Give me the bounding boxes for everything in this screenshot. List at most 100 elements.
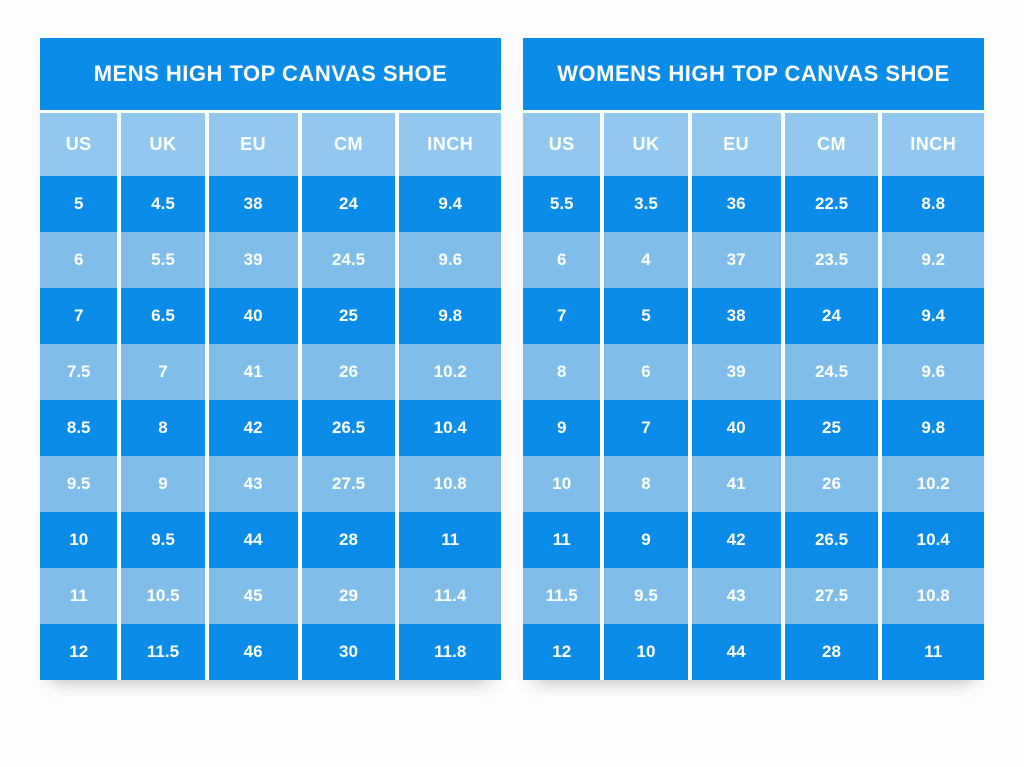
size-cell: 38 [691,288,781,344]
size-cell: 27.5 [301,456,396,512]
mens-table-grid: US UK EU CM INCH 5 4.5 38 24 9.4 6 5.5 39 24.5 9.6 7 6.5… [40,113,501,680]
column-header-eu: EU [208,113,298,176]
size-cell: 26.5 [301,400,396,456]
size-cell: 9.2 [882,232,984,288]
mens-table-title: MENS HIGH TOP CANVAS SHOE [40,38,501,110]
size-cell: 38 [208,176,298,232]
size-cell: 25 [784,400,879,456]
size-cell: 40 [208,288,298,344]
size-cell: 5 [40,176,118,232]
size-chart-graphic: MENS HIGH TOP CANVAS SHOE US UK EU CM INCH 5 4… [40,38,984,680]
size-cell: 7 [523,288,601,344]
size-cell: 10.4 [399,400,501,456]
size-cell: 6 [523,232,601,288]
size-cell: 7 [604,400,688,456]
size-cell: 10.4 [882,512,984,568]
size-cell: 9.5 [121,512,205,568]
column-header-cm: CM [301,113,396,176]
size-cell: 26.5 [784,512,879,568]
size-cell: 10 [40,512,118,568]
size-cell: 5.5 [523,176,601,232]
size-cell: 43 [208,456,298,512]
size-cell: 24.5 [784,344,879,400]
size-cell: 11.5 [121,624,205,680]
size-cell: 9.4 [399,176,501,232]
size-cell: 9.8 [399,288,501,344]
size-cell: 10 [523,456,601,512]
size-cell: 43 [691,568,781,624]
column-header-cm: CM [784,113,879,176]
size-cell: 9 [121,456,205,512]
size-cell: 7 [40,288,118,344]
size-cell: 5 [604,288,688,344]
column-header-inch: INCH [399,113,501,176]
size-cell: 10.2 [882,456,984,512]
womens-size-table: WOMENS HIGH TOP CANVAS SHOE US UK EU CM INCH… [523,38,984,680]
mens-size-table: MENS HIGH TOP CANVAS SHOE US UK EU CM INCH 5 4… [40,38,501,680]
size-cell: 9.6 [399,232,501,288]
size-cell: 6.5 [121,288,205,344]
size-cell: 9.8 [882,400,984,456]
size-cell: 10 [604,624,688,680]
size-cell: 24 [784,288,879,344]
size-cell: 11 [399,512,501,568]
size-cell: 39 [691,344,781,400]
size-cell: 8 [523,344,601,400]
size-cell: 4 [604,232,688,288]
womens-table-title: WOMENS HIGH TOP CANVAS SHOE [523,38,984,110]
size-cell: 11 [882,624,984,680]
size-cell: 41 [691,456,781,512]
size-cell: 6 [40,232,118,288]
size-cell: 36 [691,176,781,232]
size-cell: 28 [301,512,396,568]
size-cell: 10.5 [121,568,205,624]
size-cell: 44 [691,624,781,680]
size-cell: 9.4 [882,288,984,344]
size-cell: 9.6 [882,344,984,400]
size-cell: 24 [301,176,396,232]
size-cell: 41 [208,344,298,400]
size-cell: 9 [604,512,688,568]
size-cell: 23.5 [784,232,879,288]
size-cell: 24.5 [301,232,396,288]
size-cell: 40 [691,400,781,456]
size-cell: 27.5 [784,568,879,624]
size-cell: 45 [208,568,298,624]
size-cell: 42 [208,400,298,456]
size-cell: 10.8 [399,456,501,512]
size-cell: 29 [301,568,396,624]
size-cell: 22.5 [784,176,879,232]
size-cell: 11.8 [399,624,501,680]
size-cell: 25 [301,288,396,344]
size-cell: 11 [523,512,601,568]
size-cell: 37 [691,232,781,288]
column-header-uk: UK [604,113,688,176]
size-cell: 9.5 [604,568,688,624]
size-cell: 12 [40,624,118,680]
size-cell: 28 [784,624,879,680]
size-cell: 5.5 [121,232,205,288]
size-cell: 8.5 [40,400,118,456]
column-header-uk: UK [121,113,205,176]
size-cell: 9 [523,400,601,456]
size-cell: 44 [208,512,298,568]
size-cell: 11 [40,568,118,624]
size-cell: 12 [523,624,601,680]
size-cell: 46 [208,624,298,680]
size-cell: 10.2 [399,344,501,400]
size-cell: 8 [121,400,205,456]
size-cell: 10.8 [882,568,984,624]
column-header-us: US [523,113,601,176]
womens-table-grid: US UK EU CM INCH 5.5 3.5 36 22.5 8.8 6 4 37 23.5 9.2 7 5… [523,113,984,680]
size-cell: 42 [691,512,781,568]
size-cell: 30 [301,624,396,680]
column-header-eu: EU [691,113,781,176]
size-cell: 8 [604,456,688,512]
column-header-inch: INCH [882,113,984,176]
size-cell: 26 [301,344,396,400]
size-cell: 8.8 [882,176,984,232]
column-header-us: US [40,113,118,176]
size-cell: 9.5 [40,456,118,512]
size-cell: 39 [208,232,298,288]
size-cell: 26 [784,456,879,512]
